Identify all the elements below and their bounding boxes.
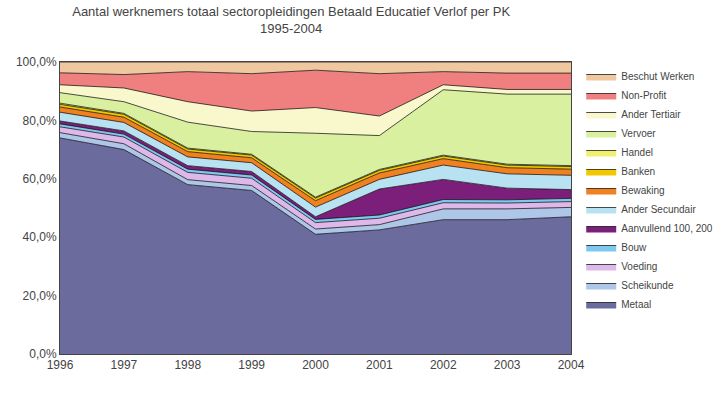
svg-text:2000: 2000 bbox=[302, 358, 329, 372]
svg-text:2001: 2001 bbox=[366, 358, 393, 372]
svg-text:2003: 2003 bbox=[494, 358, 521, 372]
svg-text:Handel: Handel bbox=[621, 147, 653, 158]
svg-text:Vervoer: Vervoer bbox=[621, 128, 656, 139]
svg-text:Bouw: Bouw bbox=[621, 242, 647, 253]
svg-text:Metaal: Metaal bbox=[621, 299, 651, 310]
svg-text:1997: 1997 bbox=[111, 358, 138, 372]
svg-text:Aantal werknemers totaal secto: Aantal werknemers totaal sectoropleiding… bbox=[72, 4, 510, 36]
svg-text:80,0%: 80,0% bbox=[23, 114, 57, 128]
svg-text:Bewaking: Bewaking bbox=[621, 185, 664, 196]
svg-text:2004: 2004 bbox=[558, 358, 585, 372]
svg-text:20,0%: 20,0% bbox=[23, 289, 57, 303]
svg-text:Non-Profit: Non-Profit bbox=[621, 90, 666, 101]
svg-text:Voeding: Voeding bbox=[621, 261, 657, 272]
svg-text:1996: 1996 bbox=[47, 358, 74, 372]
svg-text:Aanvullend 100, 200: Aanvullend 100, 200 bbox=[621, 223, 713, 234]
svg-text:Ander Tertiair: Ander Tertiair bbox=[621, 109, 681, 120]
svg-text:40,0%: 40,0% bbox=[23, 230, 57, 244]
svg-text:100,0%: 100,0% bbox=[16, 55, 57, 69]
svg-text:1999: 1999 bbox=[238, 358, 265, 372]
svg-text:Beschut Werken: Beschut Werken bbox=[621, 71, 694, 82]
svg-text:2002: 2002 bbox=[430, 358, 457, 372]
svg-text:60,0%: 60,0% bbox=[23, 172, 57, 186]
svg-text:0,0%: 0,0% bbox=[29, 347, 57, 361]
svg-text:Banken: Banken bbox=[621, 166, 655, 177]
svg-text:Scheikunde: Scheikunde bbox=[621, 280, 674, 291]
svg-text:Ander Secundair: Ander Secundair bbox=[621, 204, 696, 215]
svg-text:1998: 1998 bbox=[174, 358, 201, 372]
